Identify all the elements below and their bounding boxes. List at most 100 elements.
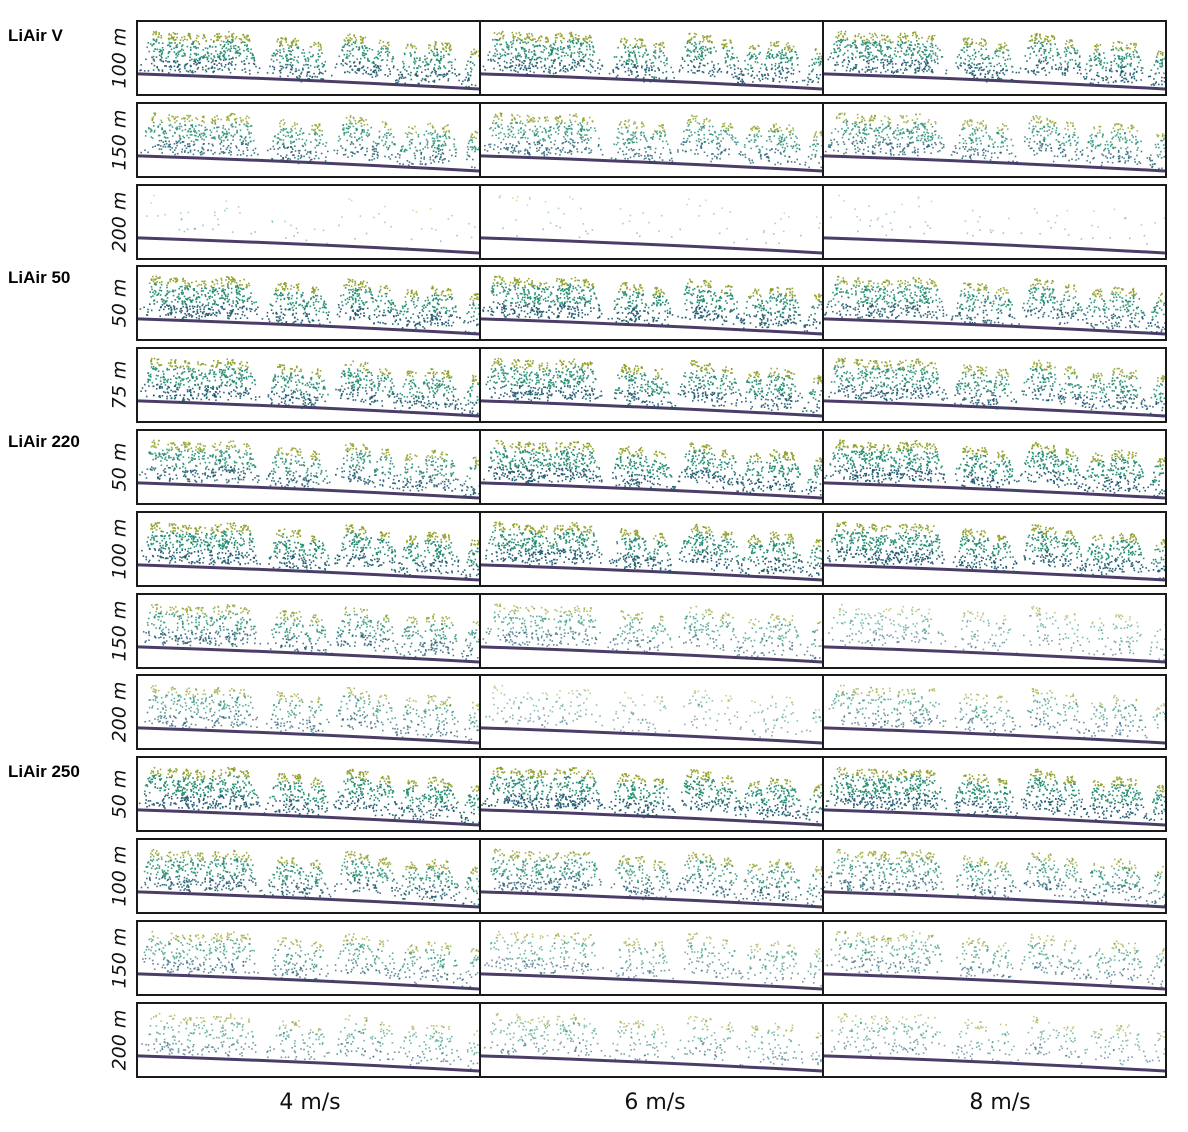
point-cloud-image [481, 521, 822, 582]
point-cloud-image [824, 930, 1165, 991]
altitude-label: 100 m [102, 511, 136, 587]
point-cloud-panel [136, 510, 481, 587]
point-cloud-image [824, 848, 1165, 909]
point-cloud-panel [136, 183, 481, 260]
point-cloud-image [138, 685, 479, 745]
speed-label: 8 m/s [900, 1090, 1100, 1115]
point-cloud-panel [822, 756, 1167, 833]
altitude-label: 150 m [102, 593, 136, 669]
point-cloud-panel [479, 347, 824, 424]
point-cloud-image [481, 439, 822, 500]
point-cloud-panel [136, 20, 481, 96]
panel-row [136, 265, 1172, 342]
point-cloud-image [481, 1012, 822, 1073]
altitude-label: 150 m [102, 102, 136, 178]
point-cloud-panel [136, 1001, 481, 1078]
point-cloud-panel [822, 592, 1167, 669]
point-cloud-panel [136, 919, 481, 996]
point-cloud-panel [136, 592, 481, 669]
panel-row [136, 838, 1172, 914]
point-cloud-panel [479, 429, 824, 505]
point-cloud-image [138, 439, 479, 500]
speed-label: 6 m/s [555, 1090, 755, 1115]
point-cloud-panel [136, 674, 481, 751]
point-cloud-image [138, 1012, 479, 1073]
altitude-label: 50 m [102, 756, 136, 832]
point-cloud-image [138, 930, 479, 991]
point-cloud-panel [136, 101, 481, 178]
altitude-label: 200 m [102, 674, 136, 750]
point-cloud-image [481, 357, 822, 418]
altitude-label: 200 m [102, 1002, 136, 1078]
panel-row [136, 592, 1172, 669]
point-cloud-image [481, 603, 822, 664]
point-cloud-image [481, 112, 822, 173]
point-cloud-panel [822, 674, 1167, 751]
point-cloud-panel [822, 183, 1167, 260]
point-cloud-image [138, 767, 479, 827]
panel-row [136, 347, 1172, 424]
point-cloud-image [824, 30, 1165, 91]
point-cloud-panel [479, 183, 824, 260]
panel-row [136, 20, 1172, 96]
panel-row [136, 510, 1172, 587]
altitude-label: 50 m [102, 429, 136, 505]
altitude-label: 75 m [102, 347, 136, 423]
point-cloud-image [824, 603, 1165, 664]
point-cloud-panel [822, 510, 1167, 587]
point-cloud-panel [479, 838, 824, 914]
speed-label: 4 m/s [210, 1090, 410, 1115]
point-cloud-panel [479, 101, 824, 178]
point-cloud-image [481, 194, 822, 255]
point-cloud-image [138, 848, 479, 909]
altitude-label: 50 m [102, 265, 136, 341]
point-cloud-panel [479, 674, 824, 751]
point-cloud-image [481, 848, 822, 909]
point-cloud-image [824, 357, 1165, 418]
point-cloud-panel [822, 919, 1167, 996]
point-cloud-panel [136, 265, 481, 342]
point-cloud-image [138, 30, 479, 91]
point-cloud-image [138, 275, 479, 336]
point-cloud-image [138, 603, 479, 664]
point-cloud-panel [479, 756, 824, 833]
point-cloud-panel [479, 592, 824, 669]
point-cloud-panel [479, 1001, 824, 1078]
altitude-label: 100 m [102, 20, 136, 96]
point-cloud-panel [822, 101, 1167, 178]
altitude-label: 200 m [102, 184, 136, 260]
point-cloud-panel [136, 429, 481, 505]
panel-row [136, 756, 1172, 833]
point-cloud-panel [479, 510, 824, 587]
point-cloud-image [481, 30, 822, 91]
point-cloud-panel [136, 347, 481, 424]
point-cloud-panel [479, 919, 824, 996]
point-cloud-panel [822, 20, 1167, 96]
point-cloud-panel [822, 429, 1167, 505]
sensor-label: LiAir 250 [8, 762, 80, 782]
point-cloud-panel [479, 20, 824, 96]
point-cloud-image [138, 521, 479, 582]
point-cloud-image [824, 112, 1165, 173]
panel-row [136, 101, 1172, 178]
point-cloud-image [138, 357, 479, 418]
altitude-label: 100 m [102, 838, 136, 914]
point-cloud-image [824, 521, 1165, 582]
point-cloud-panel [822, 347, 1167, 424]
panel-row [136, 1001, 1172, 1078]
sensor-label: LiAir V [8, 26, 63, 46]
sensor-label: LiAir 50 [8, 268, 70, 288]
point-cloud-panel [479, 265, 824, 342]
point-cloud-image [824, 439, 1165, 500]
point-cloud-image [824, 1012, 1165, 1073]
point-cloud-panel [822, 1001, 1167, 1078]
point-cloud-panel [822, 265, 1167, 342]
point-cloud-image [824, 276, 1165, 336]
point-cloud-image [824, 194, 1165, 255]
panel-row [136, 674, 1172, 751]
point-cloud-image [824, 685, 1165, 745]
point-cloud-panel [822, 838, 1167, 914]
point-cloud-image [138, 194, 479, 255]
point-cloud-image [824, 767, 1165, 827]
panel-row [136, 429, 1172, 505]
